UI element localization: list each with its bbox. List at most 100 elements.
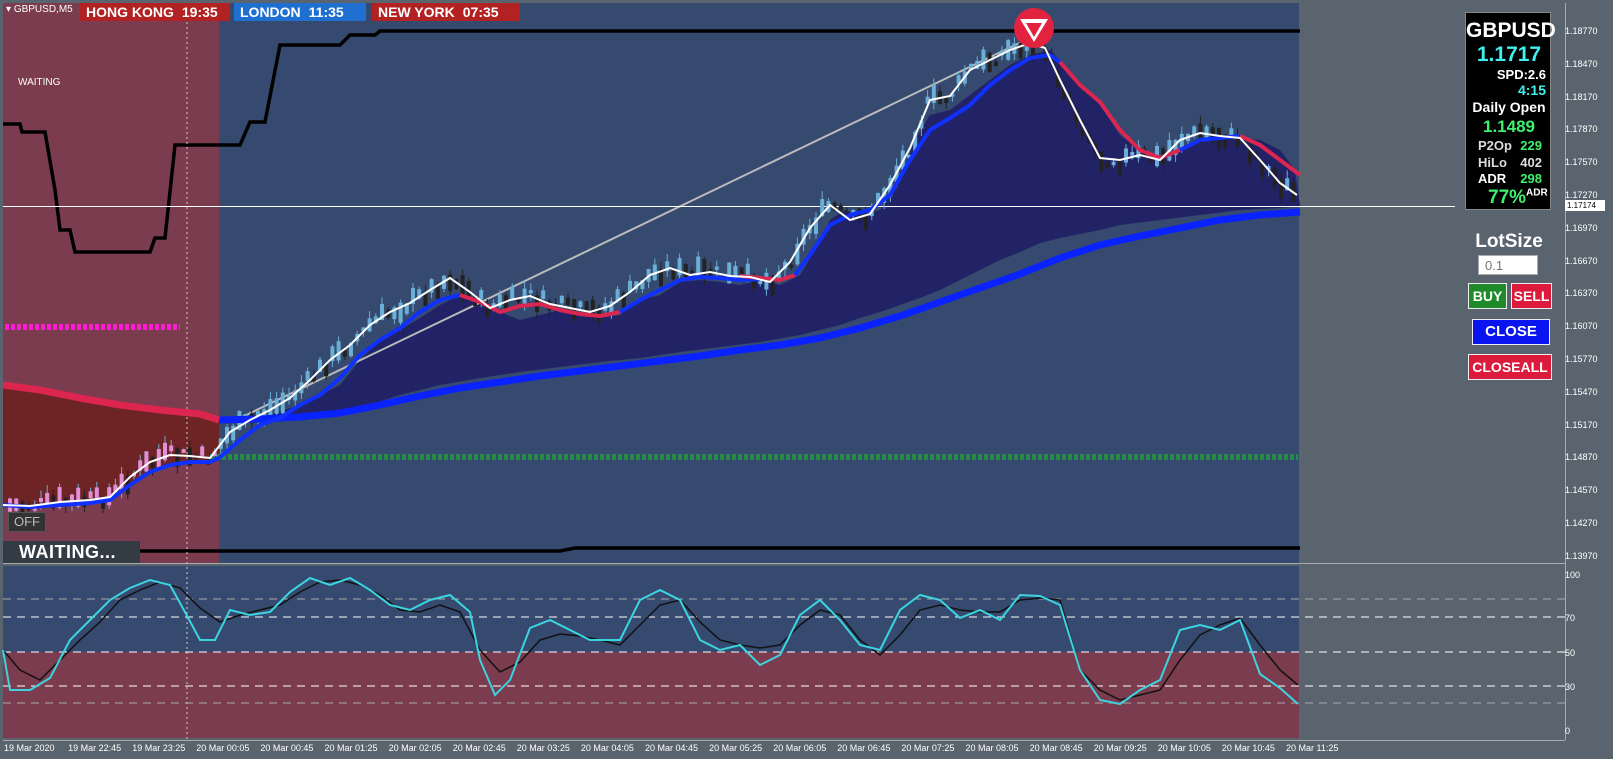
oscillator-lower-zone [3, 652, 1299, 738]
osc-axis-label: 30 [1565, 682, 1576, 692]
candle-body [634, 281, 639, 290]
candle-body [1248, 145, 1252, 164]
candle-body [1055, 70, 1060, 88]
candle-body [566, 297, 570, 306]
panel-adr-percent: 77%ADR [1488, 187, 1548, 209]
mid-ma-segment-3 [618, 274, 761, 314]
sell-button[interactable]: SELL [1511, 283, 1552, 309]
candle-body [1279, 179, 1283, 199]
candle-body [869, 210, 874, 217]
dropdown-icon: ▾ [6, 4, 14, 15]
price-axis-label: 1.17270 [1565, 190, 1598, 200]
candle-body [305, 371, 310, 381]
candle-body [559, 295, 564, 304]
time-axis-label: 20 Mar 06:05 [773, 743, 827, 753]
time-axis-label: 20 Mar 10:05 [1157, 743, 1211, 753]
price-axis-label: 1.17570 [1565, 157, 1598, 168]
candle-body [200, 446, 205, 456]
oscillator-main-line [2, 576, 1299, 706]
candle-body [460, 275, 465, 295]
candle-body [435, 284, 440, 299]
candle-body [665, 261, 670, 272]
candle-body [677, 258, 682, 276]
mid-ma-segment-6 [1058, 60, 1181, 161]
candle-body [88, 491, 93, 499]
close-button[interactable]: CLOSE [1472, 319, 1550, 345]
lotsize-input[interactable] [1478, 255, 1538, 275]
candle-body [925, 96, 930, 104]
candle-body [1130, 151, 1135, 156]
time-axis-label: 20 Mar 00:45 [260, 743, 314, 753]
candle-body [640, 280, 645, 289]
candle-body [615, 289, 620, 302]
buy-button[interactable]: BUY [1468, 283, 1507, 309]
candle-body [590, 299, 595, 318]
candle-body [783, 261, 787, 270]
candle-body [789, 264, 794, 268]
candle-body [1235, 135, 1240, 147]
candle-body [57, 487, 62, 508]
time-axis-label: 20 Mar 01:25 [324, 743, 378, 753]
mid-ma-segment-8 [1239, 134, 1302, 177]
candle-body [907, 155, 911, 159]
candle-body [745, 263, 750, 277]
candle-body [671, 269, 676, 280]
candle-body [621, 292, 626, 308]
slow-moving-average [218, 208, 1301, 424]
candle-body [404, 303, 409, 314]
candle-body [832, 202, 837, 211]
price-axis-label: 1.15170 [1565, 419, 1598, 430]
time-axis-label: 19 Mar 22:45 [68, 743, 122, 753]
candle-body [262, 409, 267, 422]
time-axis-label: 20 Mar 02:05 [388, 743, 442, 753]
candle-body [398, 302, 403, 323]
candle-body [1229, 128, 1234, 136]
candle-body [683, 264, 688, 279]
candle-body [950, 93, 955, 97]
candle-body [448, 274, 453, 291]
closeall-button[interactable]: CLOSEALL [1468, 354, 1552, 380]
candle-body [975, 61, 980, 69]
stat-key: P2Op [1478, 138, 1512, 153]
candle-body [39, 498, 43, 502]
candle-body [758, 280, 763, 285]
candle-body [770, 276, 775, 296]
time-axis-label: 19 Mar 2020 [4, 743, 55, 753]
candle-body [1105, 162, 1110, 169]
candle-body [578, 301, 583, 308]
osc-axis-label: 0 [1565, 726, 1571, 736]
price-axis-label: 1.17870 [1565, 124, 1598, 135]
panel-symbol: GBPUSD [1466, 19, 1556, 42]
candle-body [795, 243, 800, 265]
status-waiting-big: WAITING... [3, 541, 140, 563]
candle-body [1080, 125, 1085, 137]
symbol-label[interactable]: ▾ GBPUSD,M5 [6, 4, 73, 15]
candle-body [1192, 126, 1197, 136]
mid-ma-segment-1 [217, 293, 461, 460]
time-axis-label: 20 Mar 08:05 [965, 743, 1019, 753]
candle-body [51, 495, 56, 509]
panel-timer: 4:15 [1517, 82, 1546, 98]
time-axis-label: 20 Mar 08:45 [1029, 743, 1083, 753]
candle-body [361, 327, 366, 331]
candle-body [1018, 42, 1023, 59]
candle-body [1062, 86, 1066, 100]
candle-body [373, 316, 378, 324]
off-toggle-button[interactable]: OFF [8, 512, 46, 532]
panel-daily-open-label: Daily Open [1472, 99, 1546, 115]
candle-body [324, 364, 329, 377]
candle-body [987, 53, 992, 72]
candle-body [1285, 178, 1290, 191]
candle-body [944, 97, 949, 103]
candle-body [485, 303, 490, 318]
candle-body [1179, 133, 1184, 150]
candle-body [981, 49, 986, 70]
candle-body [417, 289, 422, 299]
candle-body [1099, 151, 1104, 172]
mid-ma-asia [2, 456, 220, 510]
stat-value: 229 [1520, 138, 1542, 153]
candle-body [1223, 134, 1228, 149]
candle-body [429, 279, 434, 293]
candle-body [504, 295, 508, 311]
